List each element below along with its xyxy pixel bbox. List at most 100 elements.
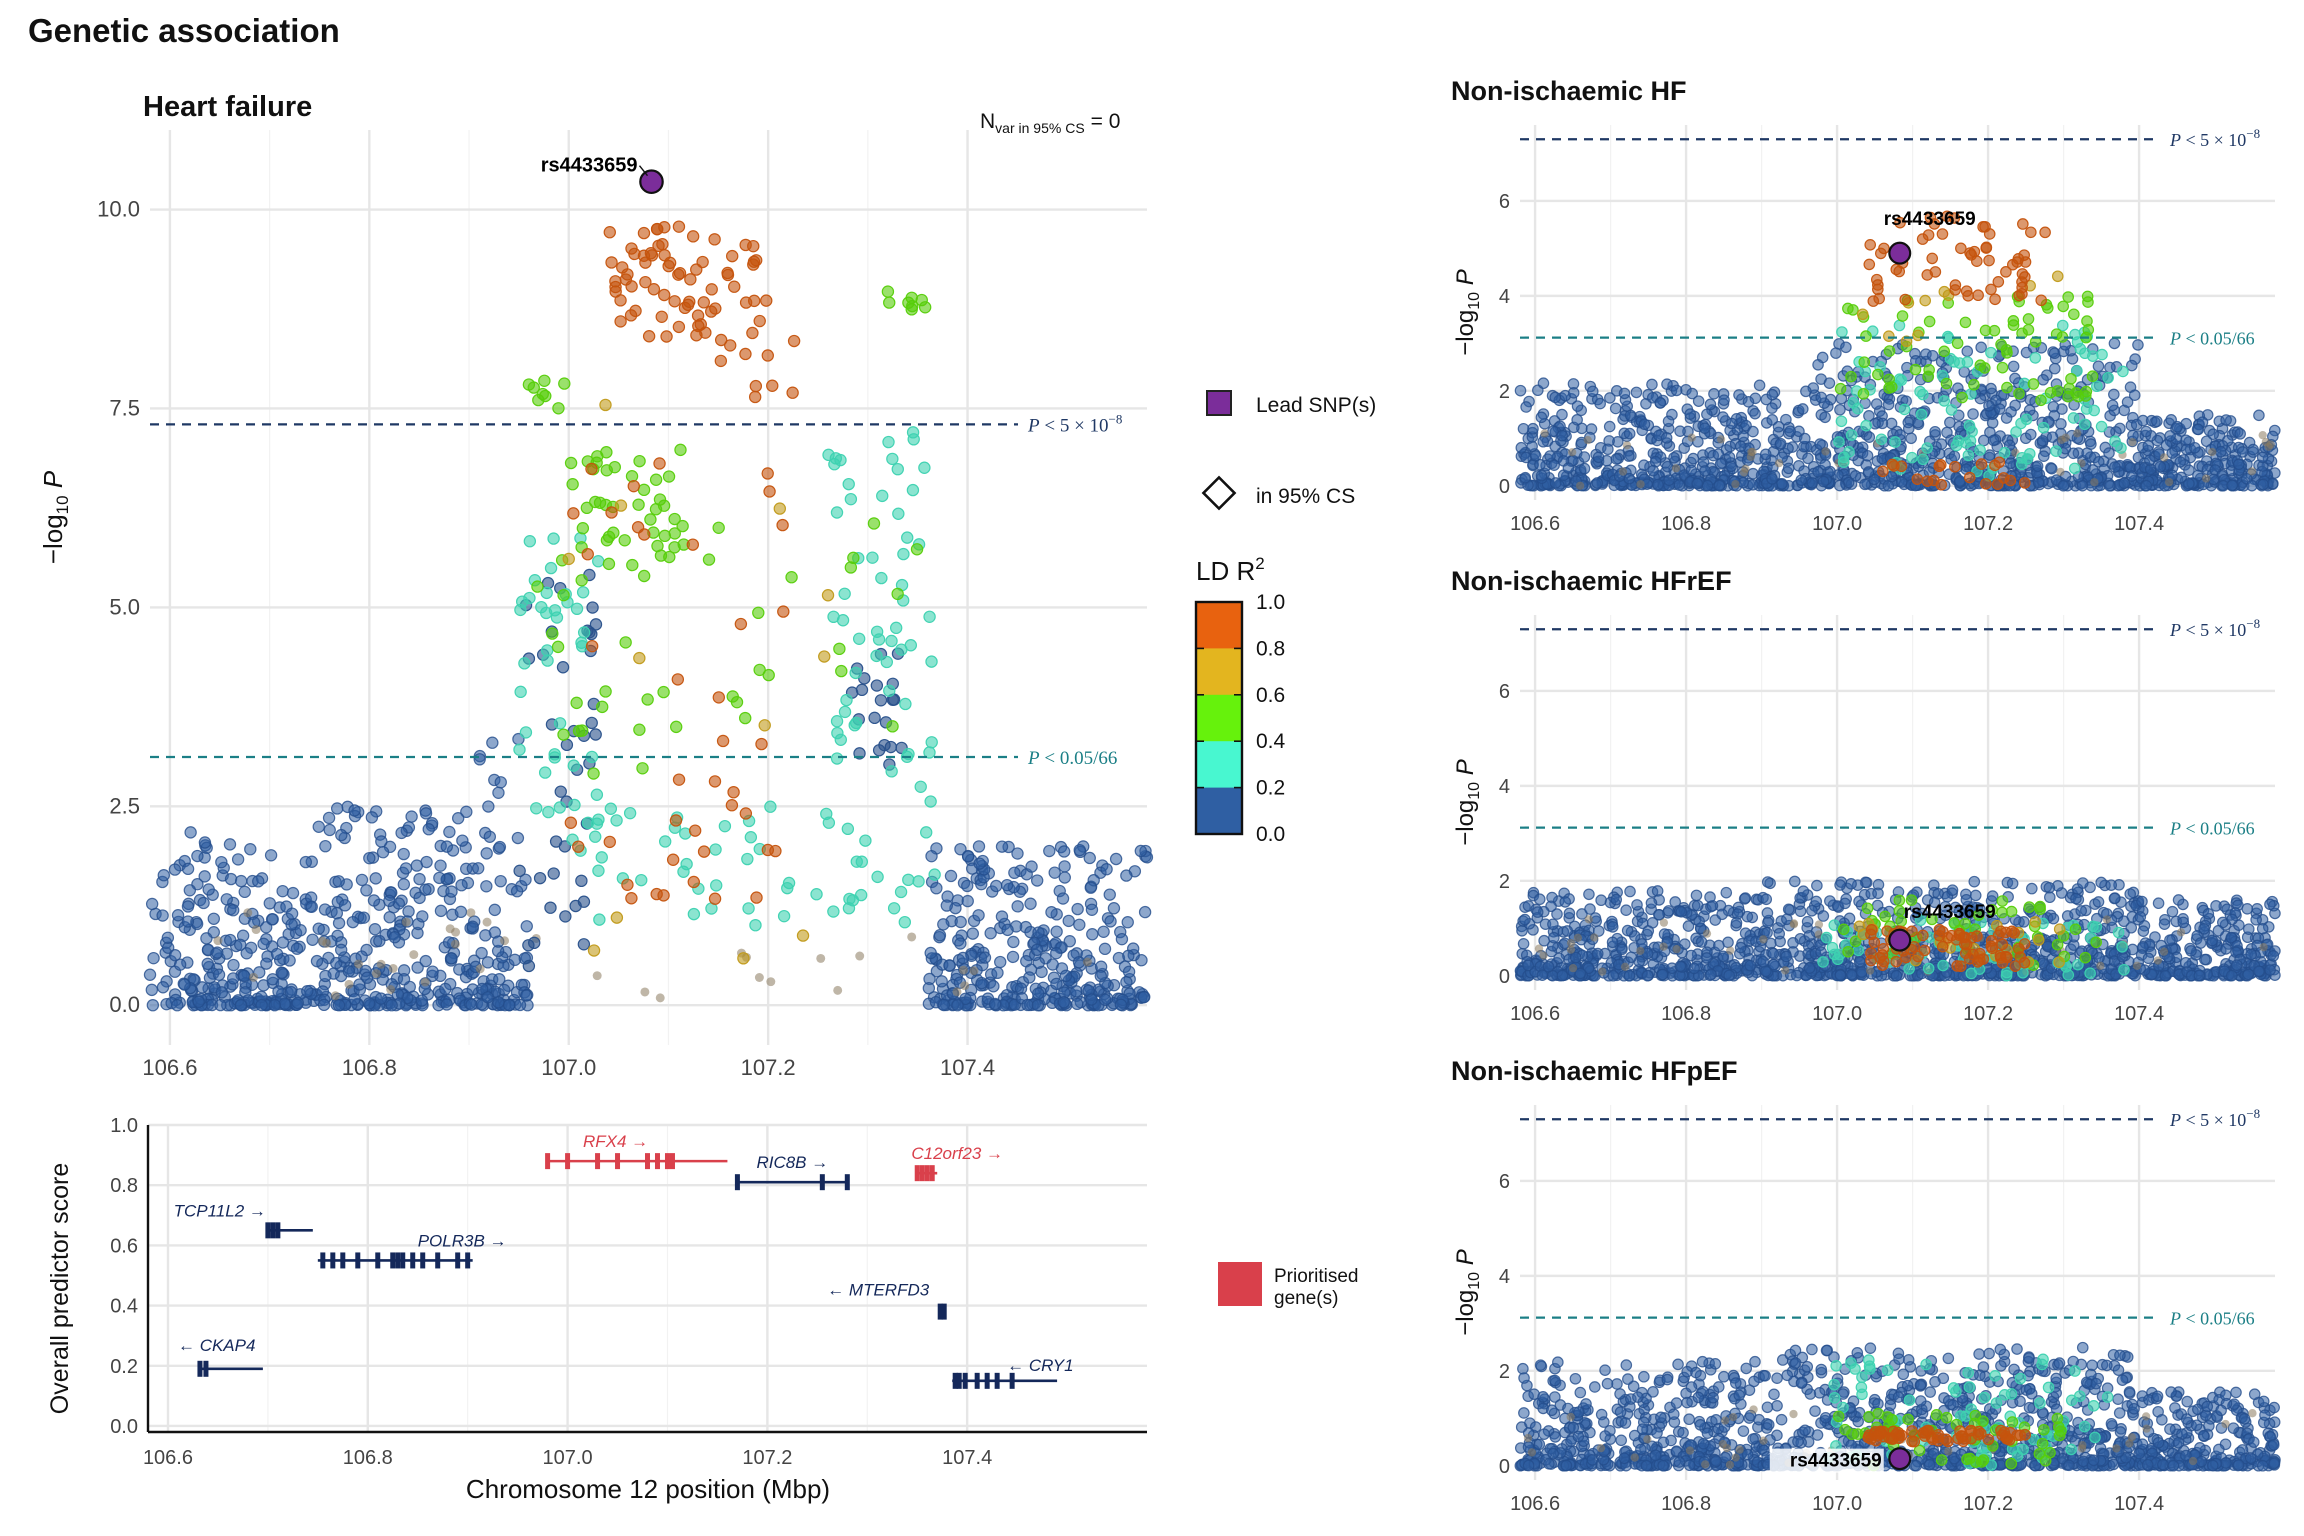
snp-point <box>1517 422 1530 435</box>
snp-point <box>1768 958 1780 971</box>
snp-point <box>2264 898 2276 911</box>
snp-point <box>353 978 366 991</box>
snp-point <box>969 966 979 976</box>
snp-point <box>1749 407 1761 420</box>
snp-point <box>1122 949 1135 963</box>
snp-point <box>1690 889 1703 902</box>
snp-point <box>1606 921 1619 933</box>
snp-point <box>473 753 486 766</box>
snp-point <box>930 881 943 895</box>
snp-point <box>1899 293 1912 306</box>
snp-point <box>1663 474 1675 486</box>
snp-point <box>1549 477 1562 489</box>
snp-point <box>268 998 281 1012</box>
snp-point <box>1534 1359 1547 1371</box>
snp-point <box>1595 894 1607 907</box>
snp-point <box>1611 1378 1623 1390</box>
snp-point <box>1058 871 1071 884</box>
snp-point <box>1983 254 1995 267</box>
snp-point <box>581 548 594 561</box>
snp-point <box>386 985 396 995</box>
snp-point <box>456 834 469 847</box>
snp-point <box>568 798 581 812</box>
snp-point <box>1021 998 1034 1012</box>
snp-point <box>1674 425 1686 437</box>
threshold-label-text: < 0.05/66 <box>1040 748 1118 769</box>
snp-point <box>1967 408 1979 420</box>
snp-point <box>2226 479 2238 492</box>
snp-point <box>376 845 390 859</box>
snp-point <box>1094 969 1107 983</box>
snp-point <box>2264 964 2276 976</box>
snp-point <box>2154 460 2167 473</box>
snp-point <box>1803 962 1816 974</box>
snp-point <box>2256 922 2269 935</box>
snp-point <box>183 884 197 897</box>
snp-point <box>2220 943 2232 955</box>
snp-point <box>592 555 605 568</box>
x-tick-label: 107.2 <box>1963 513 2013 535</box>
snp-point <box>1122 965 1136 978</box>
snp-point <box>1568 963 1578 973</box>
snp-point <box>2037 421 2050 434</box>
snp-point <box>885 634 898 648</box>
snp-point <box>322 811 336 825</box>
panel-title-hfpef: Non-ischaemic HFpEF <box>1451 1056 1738 1086</box>
snp-point <box>887 902 901 915</box>
snp-point <box>855 951 865 961</box>
snp-point <box>482 800 495 813</box>
snp-point <box>854 888 868 902</box>
snp-point <box>519 873 532 886</box>
snp-point <box>330 991 340 1001</box>
snp-point <box>956 951 970 965</box>
snp-point <box>787 334 801 348</box>
snp-point <box>623 806 637 820</box>
snp-point <box>1642 925 1655 937</box>
snp-point <box>928 868 941 881</box>
snp-point <box>658 249 671 262</box>
snp-point <box>585 462 598 476</box>
snp-point <box>1623 427 1636 440</box>
snp-point <box>708 775 722 788</box>
snp-point <box>960 981 970 991</box>
snp-point <box>1979 220 1991 233</box>
snp-point <box>748 390 762 404</box>
x-tick-label: 107.4 <box>940 1055 995 1080</box>
snp-point <box>1704 398 1717 411</box>
snp-point <box>749 379 763 393</box>
snp-point <box>1837 456 1850 468</box>
snp-point <box>604 802 618 815</box>
snp-point <box>1800 385 1812 398</box>
nvar-annotation: Nvar in 95% CS = 0 <box>980 110 1120 136</box>
snp-point <box>181 915 195 928</box>
snp-point <box>871 870 884 884</box>
snp-point <box>1911 473 1924 485</box>
snp-point <box>2032 934 2045 946</box>
snp-point <box>1552 1356 1564 1368</box>
snp-point <box>666 853 680 866</box>
snp-point <box>585 716 598 730</box>
snp-point <box>912 875 925 888</box>
snp-point <box>605 256 618 269</box>
lead-snp-label: rs4433659 <box>1884 209 1976 230</box>
snp-point <box>2102 371 2114 384</box>
y-tick-label: 4 <box>1499 1266 1510 1288</box>
snp-point <box>373 934 386 948</box>
threshold-label-text: < 5 × 10 <box>1040 415 1109 436</box>
snp-point <box>1833 479 1846 492</box>
snp-point <box>1917 929 1929 942</box>
snp-point <box>1534 944 1544 953</box>
snp-point <box>1900 951 1912 964</box>
snp-point <box>1821 447 1830 456</box>
snp-point <box>2233 458 2245 471</box>
snp-point <box>1070 997 1084 1011</box>
snp-point <box>1591 947 1604 960</box>
snp-point <box>1632 1391 1644 1403</box>
snp-point <box>360 971 374 984</box>
snp-point <box>1522 959 1534 972</box>
snp-point <box>2043 881 2056 894</box>
snp-point <box>363 997 376 1010</box>
snp-point <box>2247 467 2257 476</box>
snp-point <box>1103 888 1116 901</box>
snp-point <box>625 242 638 255</box>
